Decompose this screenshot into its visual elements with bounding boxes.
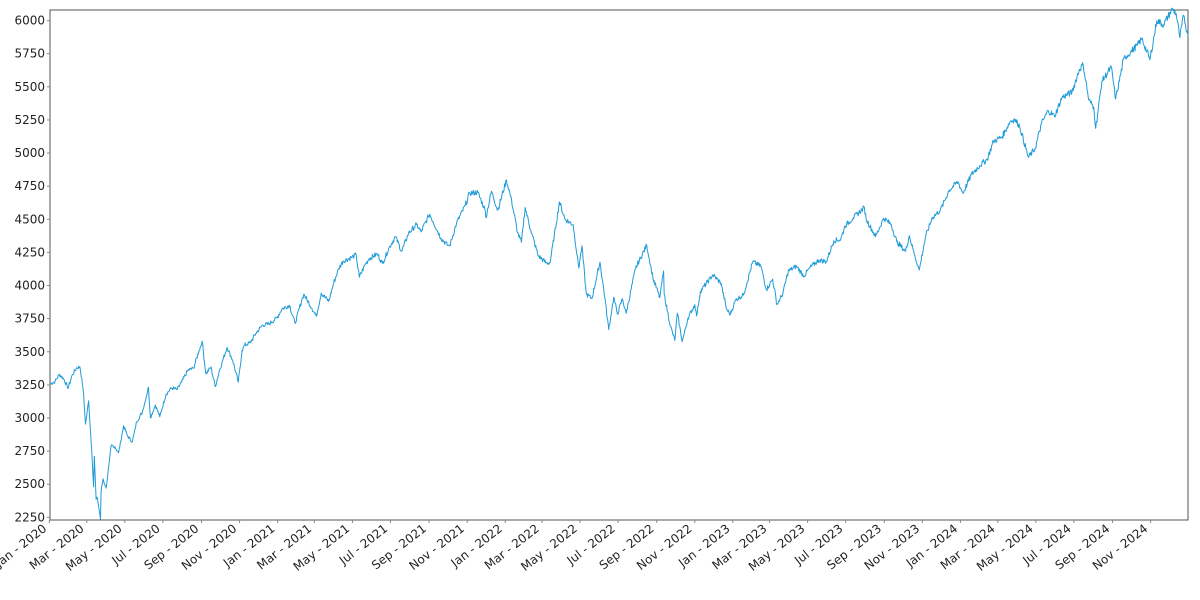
y-tick-label: 6000 — [14, 14, 45, 28]
y-tick-label: 4750 — [14, 179, 45, 193]
y-tick-label: 3000 — [14, 411, 45, 425]
y-tick-label: 3750 — [14, 312, 45, 326]
y-tick-label: 2250 — [14, 510, 45, 524]
y-tick-label: 5000 — [14, 146, 45, 160]
y-tick-label: 4000 — [14, 279, 45, 293]
y-tick-label: 3500 — [14, 345, 45, 359]
y-tick-label: 5250 — [14, 113, 45, 127]
y-tick-label: 2500 — [14, 477, 45, 491]
plot-area — [49, 9, 1189, 521]
y-tick-label: 2750 — [14, 444, 45, 458]
y-tick-label: 4250 — [14, 245, 45, 259]
y-axis: 2250 2500 2750 3000 3250 3500 3750 4000 4250 4500… — [14, 14, 50, 524]
y-tick-label: 4500 — [14, 212, 45, 226]
y-tick-label: 5500 — [14, 80, 45, 94]
y-tick-label: 3250 — [14, 378, 45, 392]
y-tick-label: 5750 — [14, 47, 45, 61]
price-series-line — [49, 7, 1189, 520]
